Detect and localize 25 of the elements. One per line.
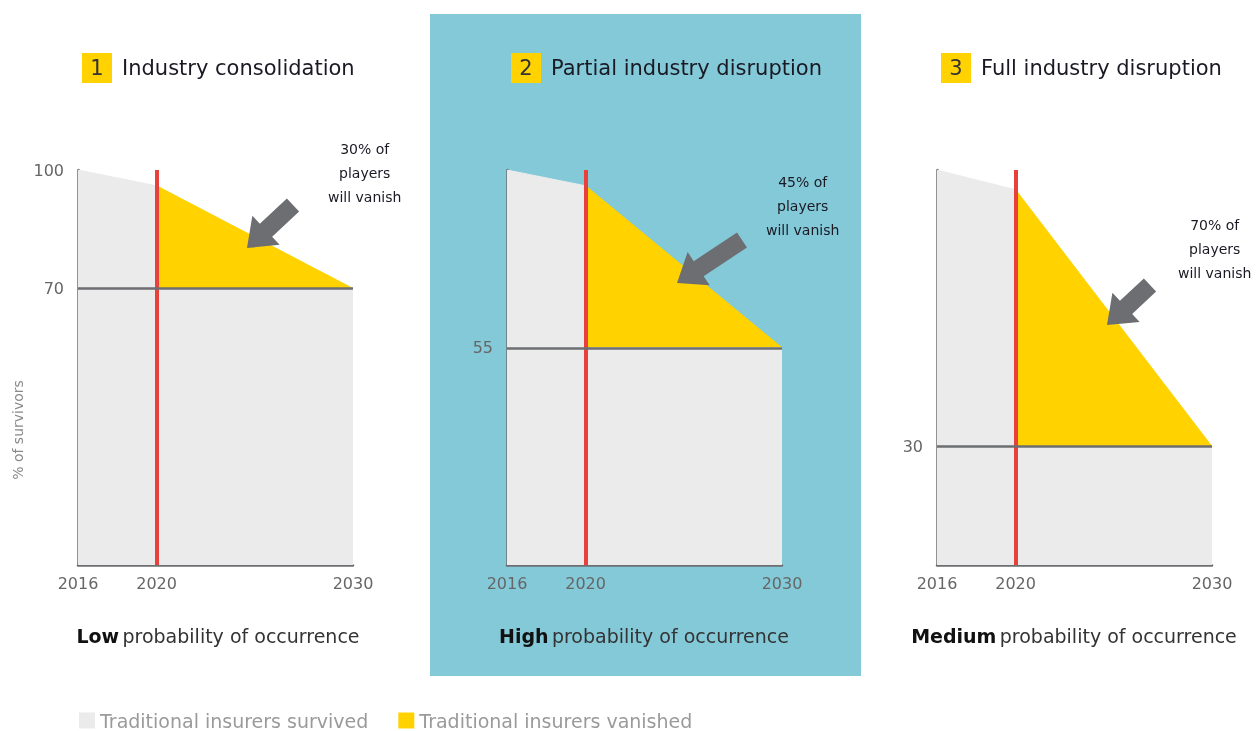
annotation: 45% of players will vanish	[765, 174, 840, 238]
x-tick-label: 2030	[1191, 573, 1233, 593]
y-tick-label: 55	[472, 338, 493, 358]
text: High probability of occurrence	[499, 625, 789, 647]
annotation: 70% of players will vanish	[1177, 217, 1252, 281]
text: Low probability of occurrence	[76, 625, 360, 647]
chart-title: 3 Full industry disruption	[949, 56, 1222, 80]
chart-title: 2 Partial industry disruption	[519, 56, 822, 80]
chart-title: 1 Industry consolidation	[90, 56, 355, 80]
x-tick-label: 2020	[565, 573, 606, 593]
legend-label: Traditional insurers vanished	[418, 709, 693, 731]
x-tick-label: 2016	[57, 573, 99, 593]
x-tick-label: 2016	[916, 573, 958, 593]
y-tick-label: 70	[43, 279, 64, 298]
x-tick-label: 2030	[332, 573, 374, 593]
x-tick-label: 2020	[136, 573, 177, 593]
text: Medium probability of occurrence	[911, 625, 1237, 647]
x-tick-label: 2030	[761, 573, 803, 593]
y-axis-title: % of survivors	[10, 380, 26, 480]
x-tick-label: 2016	[486, 573, 528, 593]
y-tick-label: 100	[33, 160, 64, 180]
x-tick-label: 2020	[995, 573, 1036, 593]
annotation: 30% of players will vanish	[327, 141, 402, 205]
legend-label: Traditional insurers survived	[99, 709, 369, 731]
y-tick-label: 30	[902, 437, 923, 456]
